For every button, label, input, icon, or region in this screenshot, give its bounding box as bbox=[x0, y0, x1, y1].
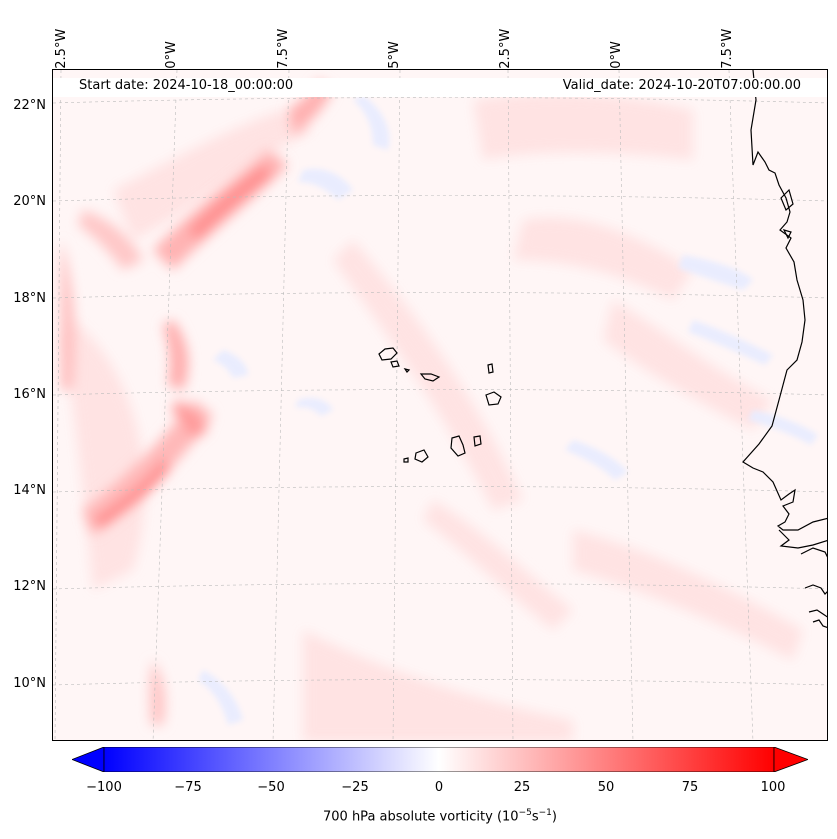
colorbar-tick-50: 50 bbox=[597, 780, 615, 795]
positive-vorticity-field-light bbox=[63, 93, 803, 740]
colorbar-label: 700 hPa absolute vorticity (10−5s−1) bbox=[0, 808, 837, 824]
island-santo-antao bbox=[378, 347, 398, 361]
map-frame: Start date: 2024-10-18_00:00:00 Valid_da… bbox=[52, 69, 828, 741]
latitude-label-16n: 16°N bbox=[13, 387, 46, 402]
latitude-label-22n: 22°N bbox=[13, 98, 46, 113]
latitude-label-12n: 12°N bbox=[13, 579, 46, 594]
colorbar-tick-neg25: −25 bbox=[341, 780, 369, 795]
colorbar-label-exponent-1: −5 bbox=[518, 808, 532, 818]
latitude-label-10n: 10°N bbox=[13, 676, 46, 691]
island-boa-vista bbox=[485, 391, 502, 406]
colorbar-body bbox=[103, 747, 775, 772]
latitude-label-18n: 18°N bbox=[13, 291, 46, 306]
latitude-label-14n: 14°N bbox=[13, 483, 46, 498]
positive-vorticity-band-north bbox=[78, 80, 333, 270]
colorbar bbox=[72, 747, 808, 772]
cabo-verde-islands bbox=[378, 347, 502, 463]
island-fogo bbox=[414, 449, 429, 463]
island-brava bbox=[403, 457, 409, 463]
vorticity-map bbox=[53, 70, 827, 740]
colorbar-label-end: ) bbox=[551, 809, 557, 825]
island-santiago bbox=[450, 435, 466, 457]
latitude-label-20n: 20°N bbox=[13, 194, 46, 209]
colorbar-tick-neg50: −50 bbox=[257, 780, 285, 795]
colorbar-extend-max bbox=[773, 747, 808, 772]
colorbar-tick-75: 75 bbox=[681, 780, 699, 795]
island-sao-nicolau bbox=[419, 373, 441, 382]
colorbar-tick-neg75: −75 bbox=[174, 780, 202, 795]
colorbar-label-exponent-2: −1 bbox=[538, 808, 552, 818]
island-maio bbox=[473, 435, 482, 447]
island-santa-luzia bbox=[403, 368, 411, 373]
colorbar-extend-min bbox=[72, 747, 105, 772]
negative-vorticity-field bbox=[198, 95, 818, 725]
start-date-label: Start date: 2024-10-18_00:00:00 bbox=[79, 78, 294, 93]
african-coastline bbox=[742, 70, 827, 628]
graticule bbox=[53, 70, 827, 740]
valid-date-label: Valid_date: 2024-10-20T07:00:00.00 bbox=[562, 78, 801, 93]
island-sal bbox=[487, 363, 494, 374]
colorbar-tick-neg100: −100 bbox=[86, 780, 122, 795]
island-sao-vicente bbox=[390, 360, 400, 368]
positive-vorticity-band-west bbox=[61, 240, 213, 725]
colorbar-tick-25: 25 bbox=[513, 780, 531, 795]
colorbar-tick-0: 0 bbox=[434, 780, 444, 795]
colorbar-label-unit: s bbox=[531, 809, 539, 825]
colorbar-label-text: 700 hPa absolute vorticity (10 bbox=[323, 809, 519, 825]
colorbar-tick-100: 100 bbox=[760, 780, 786, 795]
